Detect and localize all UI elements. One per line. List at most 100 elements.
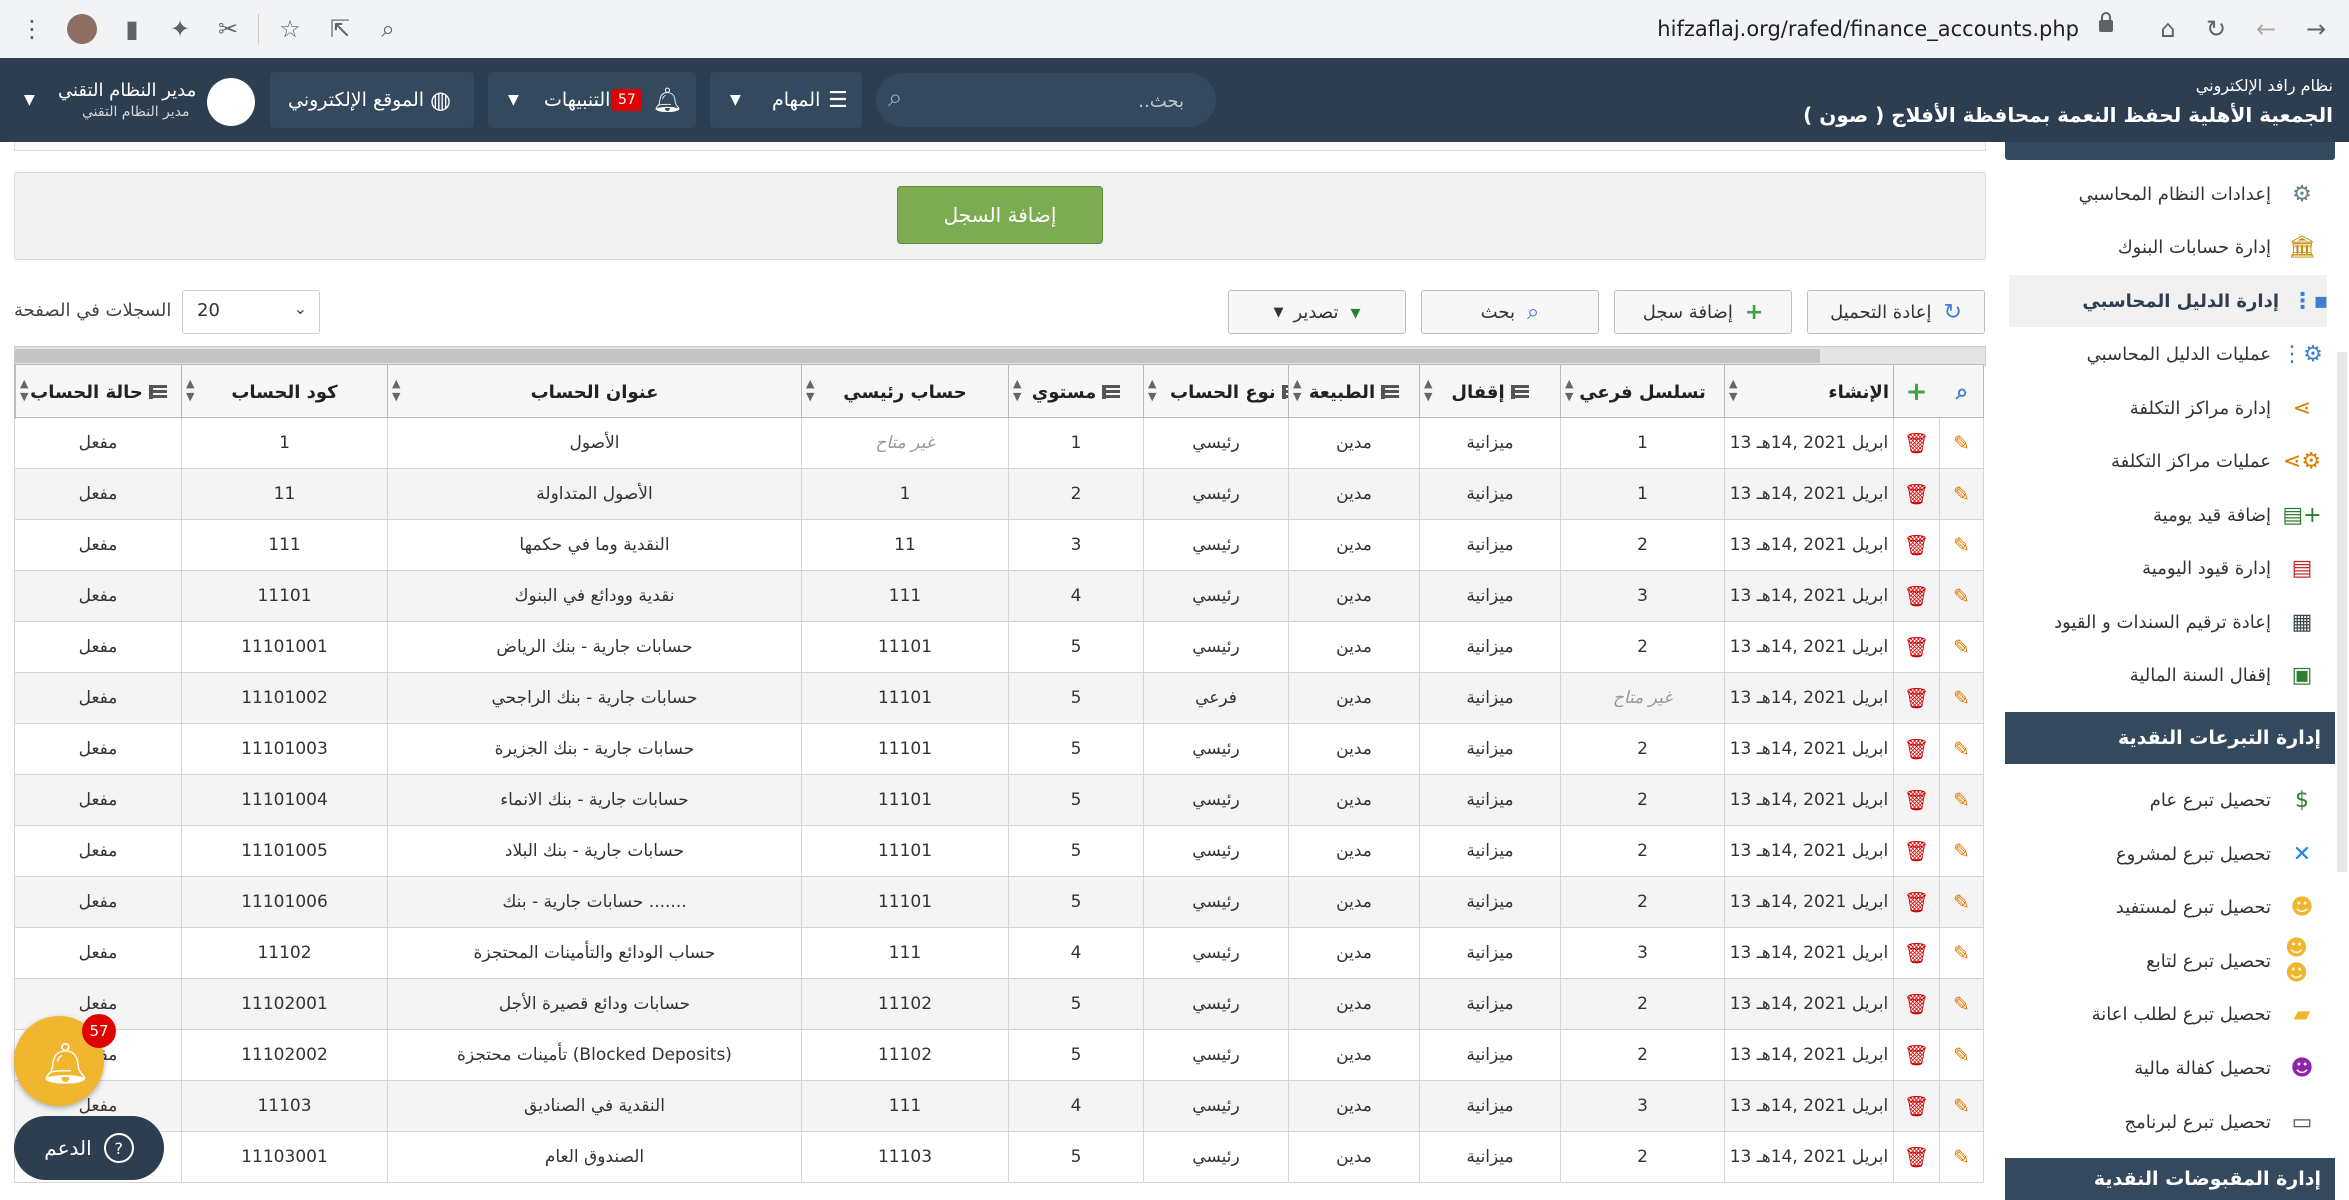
column-nature[interactable]: ▲ ▼ الطبيعة <box>1288 365 1419 419</box>
search-icon[interactable]: ⌕ <box>888 83 903 113</box>
column-parent-account[interactable]: ▲ ▼ حساب رئيسي <box>801 365 1008 419</box>
export-button[interactable]: ▼ تصدير ▾ <box>1228 290 1406 334</box>
delete-icon[interactable]: 🗑︎ <box>1893 826 1939 876</box>
column-account-title[interactable]: ▲ ▼ عنوان الحساب <box>387 365 801 419</box>
edit-icon[interactable]: ✎ <box>1939 979 1983 1029</box>
column-closing[interactable]: ▲ ▼ إقفال <box>1419 365 1560 419</box>
back-icon[interactable]: → <box>2305 15 2327 43</box>
edit-icon[interactable]: ✎ <box>1939 1030 1983 1080</box>
delete-icon[interactable]: 🗑︎ <box>1893 469 1939 519</box>
notifications-bubble[interactable]: 🔔︎ 57 <box>14 1014 116 1106</box>
delete-icon[interactable]: 🗑︎ <box>1893 571 1939 621</box>
zoom-icon[interactable]: ⌕ <box>381 15 395 43</box>
share-icon[interactable]: ⇱ <box>329 15 351 43</box>
delete-icon[interactable]: 🗑︎ <box>1893 622 1939 672</box>
delete-icon[interactable]: 🗑︎ <box>1893 877 1939 927</box>
sidebar-item-cost-center-operations[interactable]: عمليات مراكز التكلفة ⋖⚙ <box>1999 435 2321 487</box>
search-button[interactable]: بحث ⌕ <box>1421 290 1599 334</box>
edit-icon[interactable]: ✎ <box>1939 622 1983 672</box>
column-sub-sequence[interactable]: ▲ ▼ تسلسل فرعي <box>1560 365 1724 419</box>
sidebar-section-cash-receipts[interactable]: إدارة المقبوضات النقدية <box>2005 1158 2335 1200</box>
edit-icon[interactable]: ✎ <box>1939 520 1983 570</box>
forward-icon[interactable]: ← <box>2255 15 2277 43</box>
header-search-icon[interactable]: ⌕ <box>1955 379 1969 405</box>
reload-icon[interactable]: ↻ <box>2205 15 2227 43</box>
sidebar-item-financial-sponsorship[interactable]: تحصيل كفالة مالية ☻ <box>1999 1042 2319 1094</box>
sidebar-item-program-donation[interactable]: تحصيل تبرع لبرنامج ▭ <box>1999 1096 2319 1148</box>
edit-icon[interactable]: ✎ <box>1939 826 1983 876</box>
alerts-button[interactable]: ▼ التنبيهات 57 🔔︎ <box>488 72 696 128</box>
edit-icon[interactable]: ✎ <box>1939 673 1983 723</box>
delete-icon[interactable]: 🗑︎ <box>1893 1030 1939 1080</box>
extensions-icon[interactable]: ✦ <box>169 15 191 43</box>
column-account-type[interactable]: ▲ ▼ نوع الحساب <box>1143 365 1288 419</box>
sidebar-item-bank-accounts[interactable]: إدارة حسابات البنوك 🏛︎ <box>1999 221 2319 273</box>
edit-icon[interactable]: ✎ <box>1939 571 1983 621</box>
sidebar-item-cost-centers[interactable]: إدارة مراكز التكلفة ⋖ <box>1999 382 2319 434</box>
sidebar-item-aid-request-donation[interactable]: تحصيل تبرع لطلب اعانة ▰ <box>1999 988 2319 1040</box>
delete-icon[interactable]: 🗑︎ <box>1893 1132 1939 1182</box>
edit-icon[interactable]: ✎ <box>1939 724 1983 774</box>
sidebar-item-project-donation[interactable]: تحصيل تبرع لمشروع ✕ <box>1999 828 2319 880</box>
sidebar-item-general-donation[interactable]: تحصيل تبرع عام $ <box>1999 774 2319 826</box>
column-account-code[interactable]: ▲ ▼ كود الحساب <box>181 365 387 419</box>
avatar[interactable] <box>207 78 255 126</box>
profile-icon[interactable] <box>64 11 100 47</box>
sidebar-item-beneficiary-donation[interactable]: تحصيل تبرع لمستفيد ☻ <box>1999 881 2319 933</box>
sidebar-item-accounting-settings[interactable]: إعدادات النظام المحاسبي ⚙ <box>1999 168 2319 220</box>
column-level[interactable]: ▲ ▼ مستوي <box>1008 365 1143 419</box>
edit-icon[interactable]: ✎ <box>1939 418 1983 468</box>
edit-icon[interactable]: ✎ <box>1939 877 1983 927</box>
bookmark-star-icon[interactable]: ☆ <box>279 15 301 43</box>
reload-button[interactable]: إعادة التحميل ↻ <box>1807 290 1985 334</box>
delete-icon[interactable]: 🗑︎ <box>1893 520 1939 570</box>
sidebar-scrollbar[interactable] <box>2337 352 2347 872</box>
sidebar-item-close-fiscal-year[interactable]: إقفال السنة المالية ▣ <box>1999 649 2319 701</box>
edit-icon[interactable]: ✎ <box>1939 928 1983 978</box>
address-bar-url[interactable]: hifzaflaj.org/rafed/finance_accounts.php <box>1657 17 2079 41</box>
delete-icon[interactable]: 🗑︎ <box>1893 673 1939 723</box>
header-search-input[interactable] <box>932 85 1186 117</box>
per-page-select[interactable]: 20 ⌄ <box>182 290 320 334</box>
sidebar-item-chart-of-accounts[interactable]: إدارة الدليل المحاسبي ⋮▪ <box>2009 275 2328 327</box>
sidebar-item-journal-entries[interactable]: إدارة قيود اليومية ▤ <box>1999 542 2319 594</box>
user-name[interactable]: مدير النظام التقني <box>58 80 197 101</box>
delete-icon[interactable]: 🗑︎ <box>1893 928 1939 978</box>
sidebar-item-dependent-donation[interactable]: تحصيل تبرع لتابع ☻☻ <box>1999 935 2319 987</box>
delete-icon[interactable]: 🗑︎ <box>1893 1081 1939 1131</box>
folder-icon: ▰ <box>2293 1001 2311 1027</box>
scrollbar-thumb[interactable] <box>15 349 1820 363</box>
edit-icon[interactable]: ✎ <box>1939 1132 1983 1182</box>
user-menu-chevron-icon[interactable]: ▼ <box>24 92 35 108</box>
lock-icon[interactable] <box>2099 12 2113 32</box>
add-record-button[interactable]: إضافة السجل <box>897 186 1103 244</box>
table-row: مفعل 11 الأصول المتداولة 1 2 رئيسي مدين ميزانية… <box>14 469 1984 520</box>
sidebar-section-cash-donations[interactable]: إدارة التبرعات النقدية <box>2005 712 2335 764</box>
edit-icon[interactable]: ✎ <box>1939 469 1983 519</box>
delete-icon[interactable]: 🗑︎ <box>1893 775 1939 825</box>
column-account-status[interactable]: ▲ ▼ حالة الحساب <box>15 365 181 419</box>
browser-menu-icon[interactable]: ⋮ <box>20 15 44 43</box>
sidebar-item-add-journal-entry[interactable]: إضافة قيد يومية ▤+ <box>1999 489 2322 541</box>
tasks-button[interactable]: ▼ المهام ☰ <box>710 72 862 128</box>
sidebar-item-chart-operations[interactable]: عمليات الدليل المحاسبي ⋮⚙ <box>1999 328 2323 380</box>
support-button[interactable]: الدعم ? <box>14 1116 164 1180</box>
website-button[interactable]: الموقع الإلكتروني ◍ <box>270 72 474 128</box>
edit-icon[interactable]: ✎ <box>1939 775 1983 825</box>
extension-logo-icon[interactable]: ✂ <box>217 15 239 43</box>
delete-icon[interactable]: 🗑︎ <box>1893 979 1939 1029</box>
gear-icon: ⚙ <box>2292 181 2312 207</box>
cell-created: 13 ابريل 2021 ,14هـ <box>1724 928 1893 978</box>
delete-icon[interactable]: 🗑︎ <box>1893 724 1939 774</box>
organization-name[interactable]: الجمعية الأهلية لحفظ النعمة بمحافظة الأف… <box>1803 103 2333 127</box>
horizontal-scrollbar[interactable] <box>14 346 1986 366</box>
header-add-icon[interactable]: + <box>1893 365 1939 419</box>
file-download-icon: ▾ <box>1350 300 1361 324</box>
add-button[interactable]: إضافة سجل + <box>1614 290 1792 334</box>
edit-icon[interactable]: ✎ <box>1939 1081 1983 1131</box>
sidebar-item-renumber-vouchers[interactable]: إعادة ترقيم السندات و القيود ▦ <box>1999 596 2319 648</box>
home-icon[interactable]: ⌂ <box>2160 15 2176 43</box>
delete-icon[interactable]: 🗑︎ <box>1893 418 1939 468</box>
column-created[interactable]: ▲ ▼ الإنشاء <box>1724 365 1893 419</box>
sidebar-toggle-icon[interactable]: ▮ <box>125 15 139 43</box>
